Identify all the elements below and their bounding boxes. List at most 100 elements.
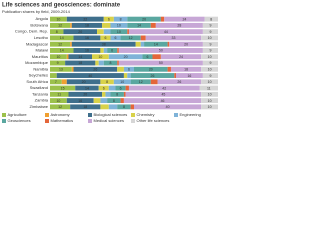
value-label: 6 (111, 49, 113, 53)
bar-segment (201, 66, 218, 72)
value-label: 12 (58, 24, 62, 28)
value-label: 40 (166, 105, 170, 109)
bar-segment (113, 79, 131, 85)
bar-segment (123, 66, 134, 72)
value-label: 6 (108, 17, 110, 21)
legend-label: Geosciences (8, 118, 31, 123)
bar-segment (134, 104, 202, 110)
bar-segment (93, 98, 101, 104)
value-label: 11 (57, 93, 61, 97)
bar-segment (66, 54, 69, 60)
bar-segment (202, 41, 218, 47)
bar-segment (50, 73, 57, 78)
bar-segment (202, 60, 218, 66)
value-label: 16 (85, 49, 89, 53)
y-tick-label: Mozambique (25, 60, 49, 65)
bar-segment (144, 41, 168, 47)
bar-segment (50, 35, 74, 41)
value-label: 18 (184, 67, 188, 71)
chart-title: Life sciences and geosciences: dominate (2, 3, 121, 9)
y-tick-label: Lesotho (34, 35, 49, 40)
value-label: 40 (88, 74, 92, 78)
bar-segment (130, 73, 175, 78)
bar-segment (56, 73, 124, 78)
value-label: 45 (161, 93, 165, 97)
bar-segment (50, 22, 71, 28)
value-label: 12 (129, 36, 133, 40)
bar-segment (70, 22, 72, 28)
bar-segment (127, 29, 129, 35)
bar-segment (63, 29, 98, 35)
bar-segment (117, 60, 119, 66)
legend-label: Medical sciences (94, 118, 124, 123)
bar-segment (66, 79, 101, 85)
bar-segment (100, 48, 104, 53)
legend-label: Mathematics (51, 118, 74, 123)
value-label: 20 (184, 42, 188, 46)
value-label: 8 (110, 61, 112, 65)
value-label: 44 (164, 30, 168, 34)
value-label: 50 (159, 61, 163, 65)
value-label: 10 (56, 17, 60, 21)
y-tick-label: Malawi (36, 48, 49, 53)
y-tick-label: Botswana (30, 22, 48, 27)
value-label: 6 (120, 86, 122, 90)
bar-segment (97, 29, 104, 35)
bar-segment (117, 48, 119, 53)
bar-segment (50, 85, 76, 91)
bar-segment (202, 48, 218, 53)
bar-segment (107, 48, 118, 53)
value-label: 6 (104, 36, 106, 40)
bar-segment (110, 22, 128, 28)
bar-segment (130, 79, 151, 85)
bar-segment (103, 48, 108, 53)
legend-swatch (2, 113, 6, 117)
legend-swatch (2, 119, 6, 123)
value-label: 38 (102, 42, 106, 46)
value-label: 6 (115, 36, 117, 40)
bar-segment (140, 35, 146, 41)
bar-segment (73, 48, 101, 53)
value-label: 10 (98, 55, 102, 59)
y-tick-label: Namibia (33, 66, 48, 71)
y-tick-label: Mauritius (32, 54, 48, 59)
bar-segment (65, 60, 96, 66)
bar-segment (103, 29, 111, 35)
bar-segment (66, 98, 94, 104)
bar-segment (50, 41, 71, 47)
bar-segment (167, 66, 171, 72)
value-label: 33 (172, 36, 176, 40)
legend-label: Astronomy (51, 112, 70, 117)
bar-segment (71, 66, 74, 72)
bar-segment (102, 91, 106, 97)
value-label: 50 (159, 49, 163, 53)
bar-segment (50, 29, 64, 35)
value-label: 10 (208, 67, 212, 71)
value-label: 14 (137, 24, 141, 28)
value-label: 11 (207, 86, 211, 90)
value-label: 8 (120, 17, 122, 21)
value-label: 18 (83, 105, 87, 109)
value-label: 20 (82, 80, 86, 84)
value-label: 10 (208, 105, 212, 109)
value-label: 14 (85, 86, 89, 90)
legend-label: Engineering (180, 112, 201, 117)
bar-segment (50, 104, 71, 110)
bar-segment (50, 91, 69, 97)
bar-segment (50, 60, 66, 66)
value-label: 26 (151, 74, 155, 78)
value-label: 42 (162, 86, 166, 90)
value-label: 10 (208, 55, 212, 59)
bar-segment (169, 41, 203, 47)
value-label: 8 (123, 105, 125, 109)
value-label: 26 (93, 67, 97, 71)
bar-segment (71, 41, 136, 47)
legend-swatch (88, 113, 92, 117)
bar-segment (128, 85, 200, 91)
bar-segment (100, 35, 111, 41)
value-label: 10 (208, 93, 212, 97)
value-label: 20 (149, 67, 153, 71)
value-label: 15 (61, 86, 65, 90)
value-label: 10 (208, 80, 212, 84)
bar-segment (50, 54, 67, 60)
